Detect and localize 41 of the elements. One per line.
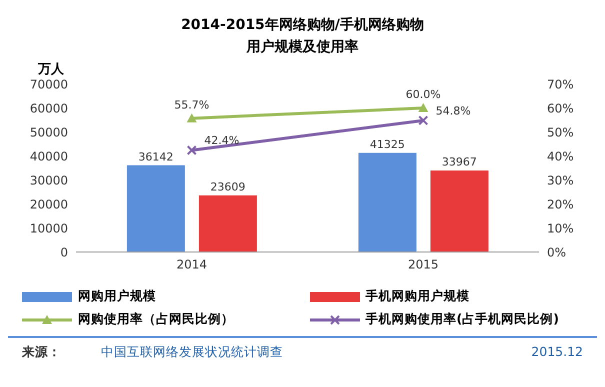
legend-label: 网购使用率（占网民比例） [78, 311, 234, 328]
data-label: 41325 [370, 138, 405, 151]
legend-label: 网购用户规模 [78, 288, 156, 305]
y-tick-label: 0 [60, 245, 68, 260]
y2-tick-label: 40% [547, 149, 574, 164]
data-label: 60.0% [406, 88, 441, 101]
legend-label: 手机网购使用率(占手机网民比例) [366, 311, 559, 328]
y-tick-label: 50000 [30, 125, 68, 140]
y2-tick-label: 50% [547, 125, 574, 140]
point [418, 115, 428, 126]
chart-title: 2014-2015年网络购物/手机网络购物用户规模及使用率 [180, 16, 425, 57]
y-tick-label: 30000 [30, 173, 68, 188]
bar [430, 170, 488, 252]
text: 中国互联网络发展状况统计调查 [101, 344, 283, 361]
x-tick-label: 2015 [408, 258, 439, 272]
y2-tick-label: 70% [547, 77, 574, 92]
y-tick-label: 70000 [30, 77, 68, 92]
y2-tick-label: 20% [547, 197, 574, 212]
bar [126, 165, 185, 252]
x-tick-label: 2014 [176, 258, 208, 272]
data-label: 55.7% [174, 98, 210, 112]
data-label: 42.4% [204, 134, 240, 148]
y2-tick-label: 0% [547, 245, 566, 260]
bar [358, 152, 416, 252]
bar [198, 195, 257, 252]
y-tick-label: 20000 [30, 197, 68, 212]
data-label: 33967 [442, 155, 477, 168]
legend-label: 手机网购用户规模 [366, 288, 470, 305]
y2-tick-label: 30% [547, 173, 574, 188]
y2-tick-label: 60% [547, 101, 574, 116]
y-tick-label: 10000 [30, 221, 68, 236]
y-axis-title: 万人 [38, 61, 64, 78]
y-tick-label: 40000 [30, 149, 68, 164]
data-label: 23609 [210, 180, 246, 194]
y-tick-label: 60000 [30, 101, 68, 116]
data-label: 36142 [138, 150, 174, 164]
source-note: 来源： [22, 344, 61, 361]
data-label: 54.8% [436, 104, 471, 118]
y2-tick-label: 10% [547, 221, 574, 236]
text: 2015.12 [531, 344, 583, 361]
point [186, 145, 197, 156]
